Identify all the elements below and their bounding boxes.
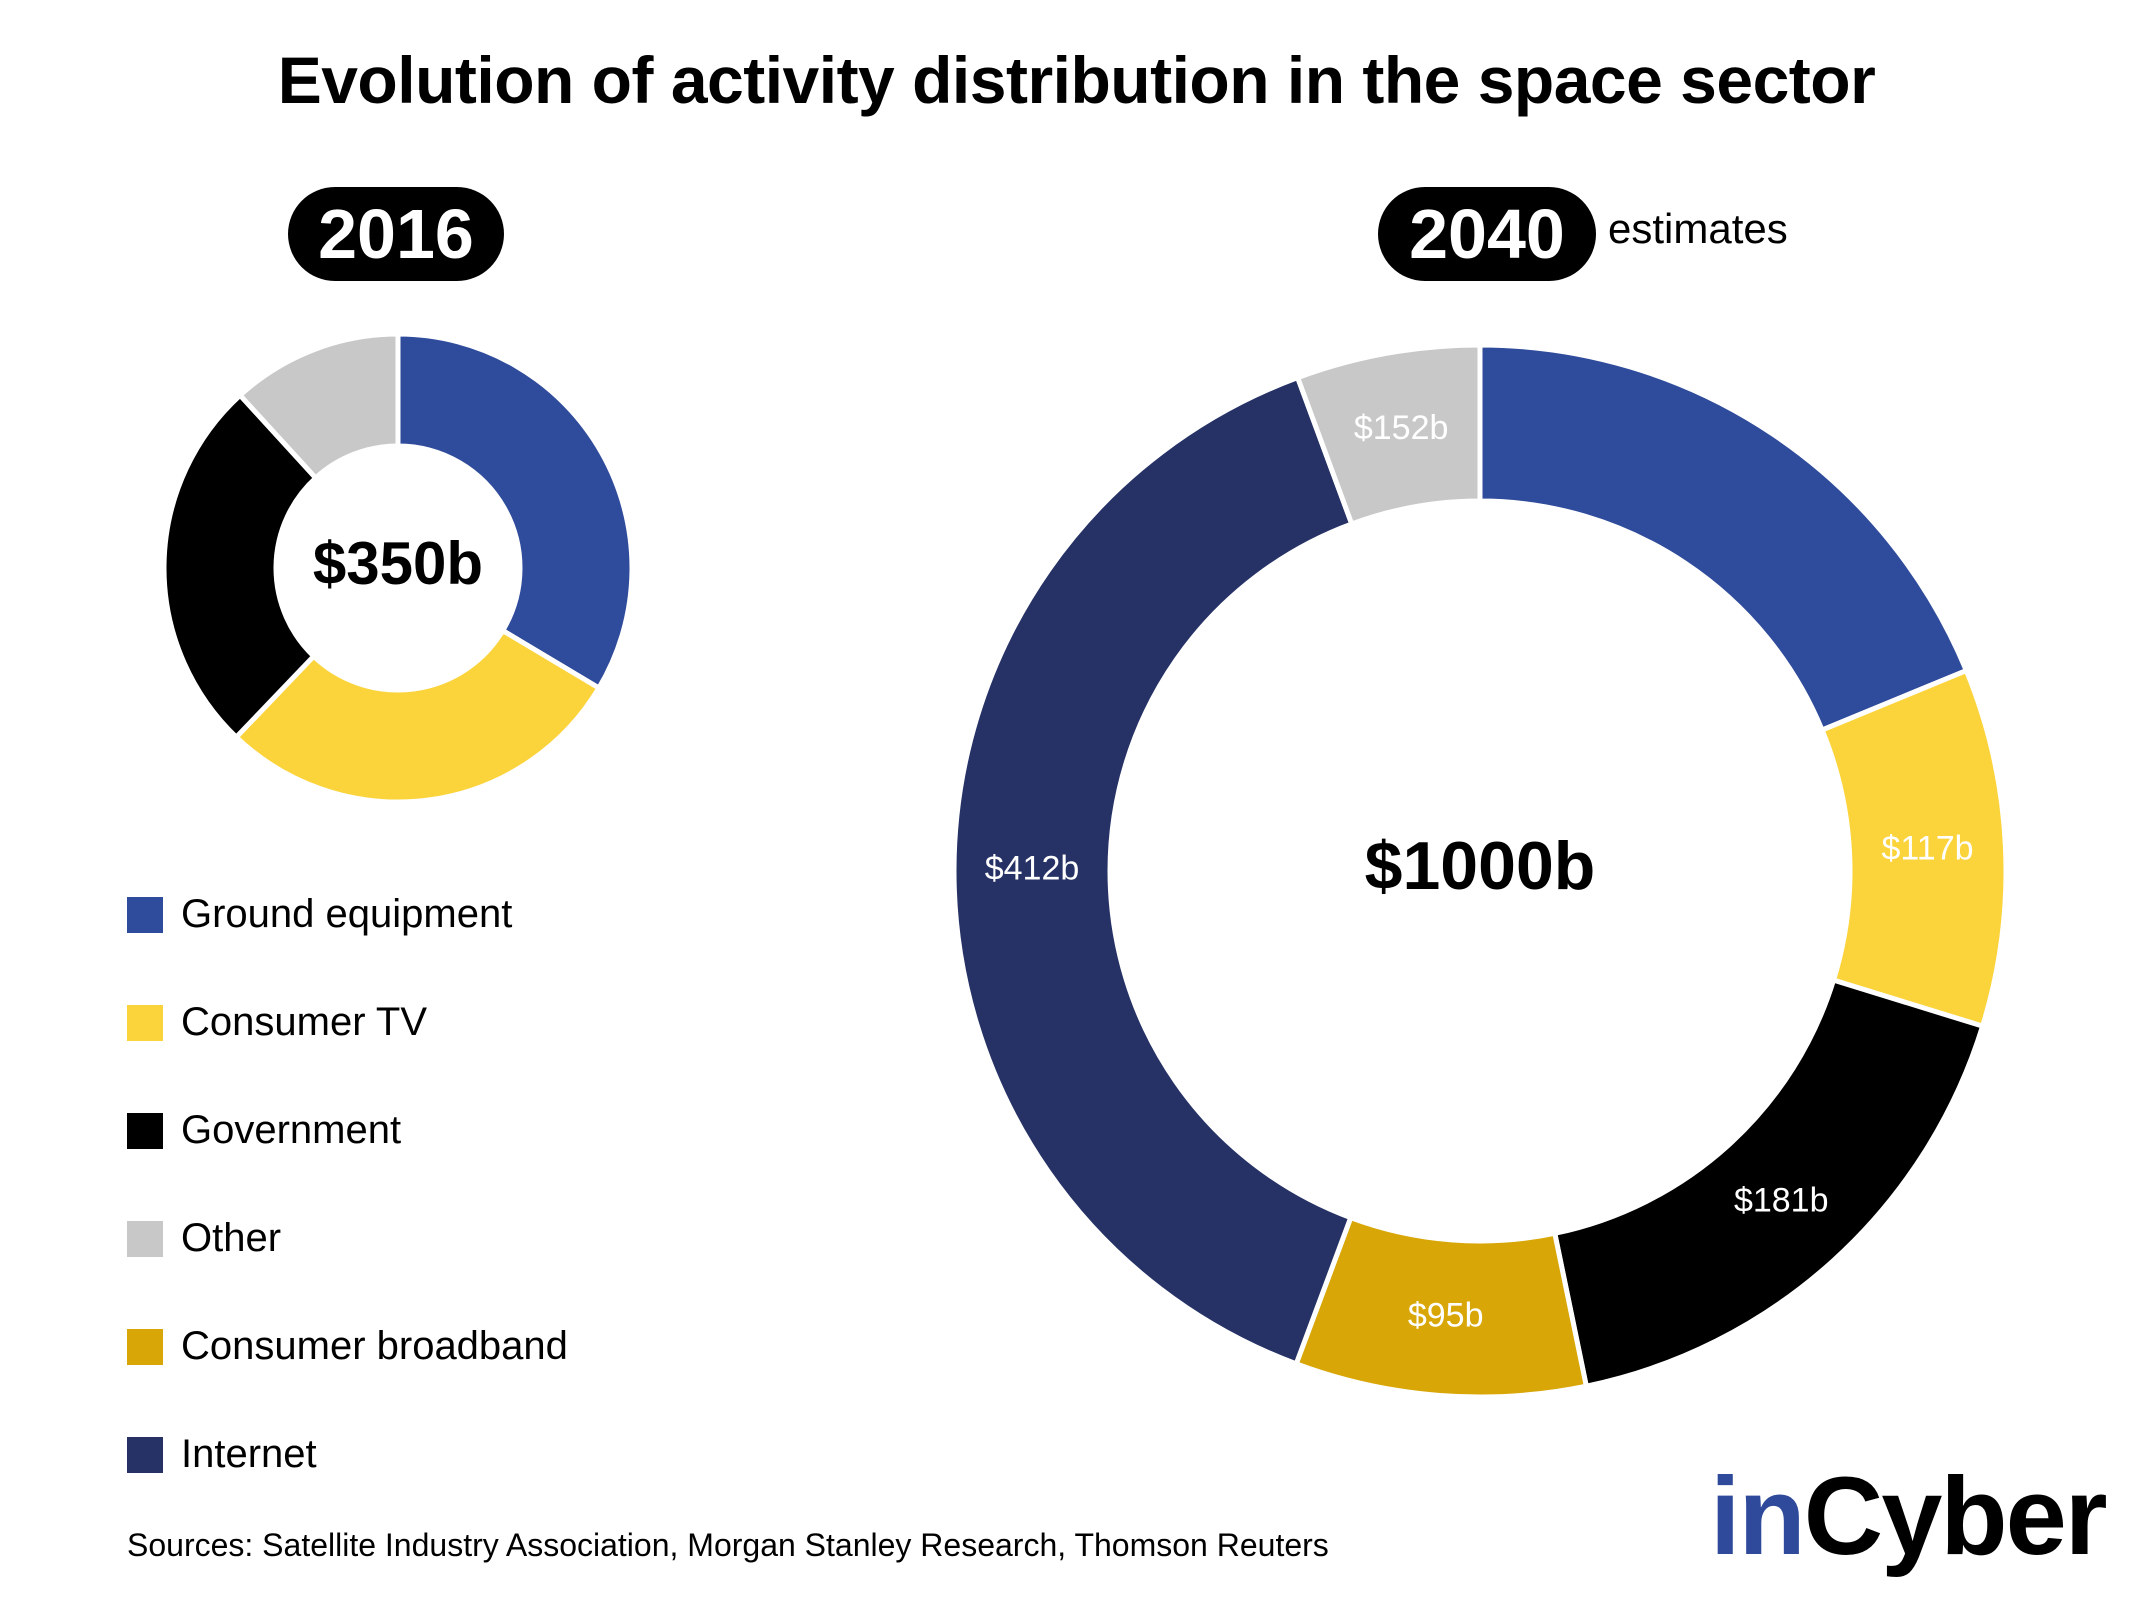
legend-label: Internet [181, 1432, 317, 1476]
donut-slice [951, 374, 1355, 1368]
legend-swatch [127, 1005, 163, 1041]
legend-label: Consumer broadband [181, 1324, 568, 1368]
legend-swatch [127, 1221, 163, 1257]
donut-chart-2016: $350b [161, 331, 635, 805]
legend-item: Ground equipment [127, 885, 568, 993]
legend-label: Other [181, 1216, 282, 1260]
brand-logo: inCyber [1710, 1462, 2108, 1572]
legend-item: Other [127, 1209, 568, 1317]
legend-item: Consumer TV [127, 993, 568, 1101]
legend: Ground equipment Consumer TV Government … [127, 885, 568, 1533]
donut-slice [236, 331, 401, 482]
donut-slice [1551, 977, 1986, 1390]
source-note: Sources: Satellite Industry Association,… [127, 1527, 1329, 1563]
year-badge-2040: 2040 [1378, 187, 1596, 281]
slice-value-label: $412b [985, 849, 1080, 887]
donut-chart-2040: $117b $181b $95b $412b $152b $1000b [951, 342, 2009, 1400]
slice-value-label: $117b [1882, 830, 1974, 868]
brand-logo-in: in [1710, 1455, 1806, 1578]
estimates-note: estimates [1608, 205, 1788, 252]
donut-slice [1477, 342, 1970, 734]
donut-slice [395, 331, 635, 692]
donut-slice [232, 627, 603, 805]
legend-item: Internet [127, 1425, 568, 1533]
donut-slice [1294, 342, 1483, 528]
slice-value-label: $181b [1734, 1182, 1829, 1220]
brand-logo-cyber: Cyber [1803, 1455, 2108, 1578]
legend-item: Consumer broadband [127, 1317, 568, 1425]
legend-swatch [127, 897, 163, 933]
donut-slice [161, 391, 320, 741]
donut-total-label: $350b [313, 530, 483, 597]
legend-label: Government [181, 1108, 402, 1152]
chart-title: Evolution of activity distribution in th… [277, 43, 1876, 117]
legend-swatch [127, 1329, 163, 1365]
slice-value-label: $95b [1408, 1297, 1484, 1335]
legend-swatch [127, 1437, 163, 1473]
slice-value-label: $152b [1354, 409, 1449, 447]
donut-total-label: $1000b [1365, 828, 1596, 904]
legend-item: Government [127, 1101, 568, 1209]
legend-swatch [127, 1113, 163, 1149]
year-badge-2016: 2016 [288, 187, 504, 281]
legend-label: Consumer TV [181, 1000, 428, 1044]
legend-label: Ground equipment [181, 892, 513, 936]
